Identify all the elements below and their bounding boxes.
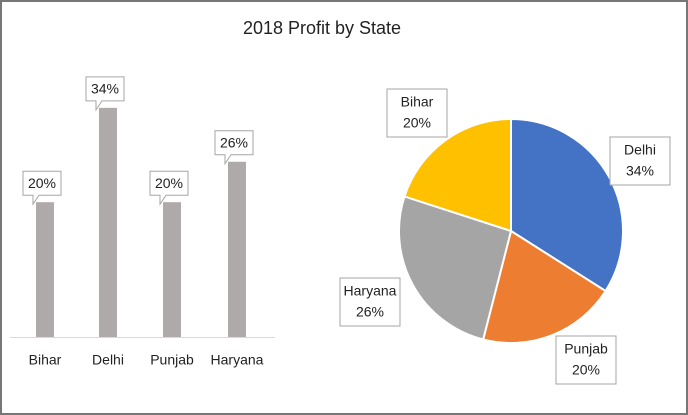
data-label: 34% — [626, 163, 654, 179]
pie-slice — [481, 229, 607, 344]
data-label-box — [214, 130, 254, 166]
data-label-box — [149, 170, 189, 206]
x-tick-label: Delhi — [92, 352, 124, 368]
x-tick-label: Bihar — [29, 352, 62, 368]
bar — [228, 161, 246, 337]
data-label: 20% — [572, 362, 600, 378]
data-label: 26% — [356, 304, 384, 320]
data-label-box — [386, 88, 448, 138]
data-label-box — [555, 335, 617, 385]
slice-label: Bihar — [401, 94, 434, 110]
slice-label: Delhi — [624, 142, 656, 158]
pie-slice — [403, 117, 512, 233]
bar — [163, 202, 181, 337]
x-tick-label: Haryana — [211, 352, 264, 368]
chart-title: 2018 Profit by State — [243, 18, 401, 38]
data-label: 26% — [220, 134, 248, 150]
x-tick-label: Punjab — [150, 352, 194, 368]
pie-slice — [398, 195, 513, 341]
data-label: 20% — [403, 115, 431, 131]
data-label: 20% — [28, 175, 56, 191]
slice-label: Haryana — [344, 283, 397, 299]
slice-label: Punjab — [564, 341, 608, 357]
data-label: 20% — [155, 175, 183, 191]
data-label-box — [609, 136, 671, 186]
bar — [36, 202, 54, 337]
data-label: 34% — [91, 81, 119, 97]
bar — [99, 107, 117, 337]
data-label-box — [22, 170, 62, 206]
data-label-box — [339, 277, 401, 327]
data-label-box — [85, 76, 125, 112]
